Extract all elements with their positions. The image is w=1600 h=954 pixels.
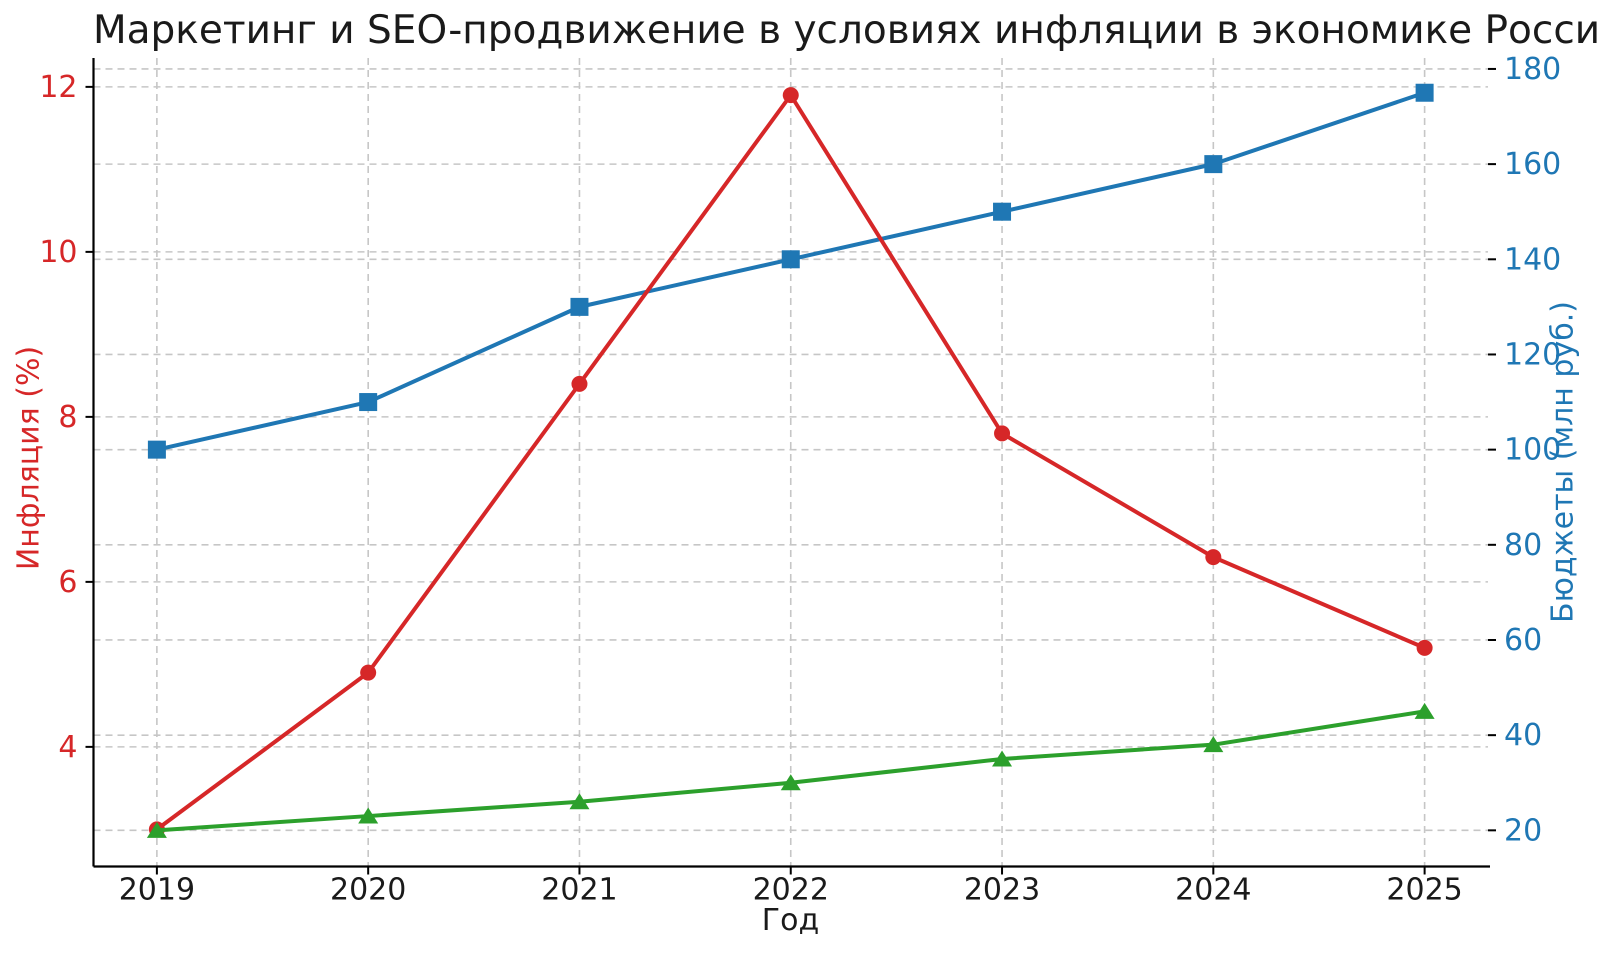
left-tick-label-10: 10 — [39, 235, 77, 270]
marker-budgets-2022 — [781, 250, 800, 269]
x-tick-label-2023: 2023 — [964, 873, 1040, 908]
marker-budgets-2020 — [359, 393, 378, 412]
marker-budgets-2019 — [147, 440, 166, 459]
x-tick-label-2019: 2019 — [119, 873, 195, 908]
left-y-axis-label: Инфляция (%) — [11, 345, 47, 571]
marker-budgets-2023 — [993, 202, 1012, 221]
x-tick-label-2024: 2024 — [1175, 873, 1251, 908]
right-tick-label-60: 60 — [1504, 623, 1542, 658]
marker-green-series-2022 — [780, 774, 801, 791]
marker-green-series-2019 — [146, 821, 167, 838]
marker-inflation-2020 — [360, 664, 377, 681]
x-tick-label-2021: 2021 — [541, 873, 617, 908]
left-tick-label-6: 6 — [58, 565, 77, 600]
right-tick-label-80: 80 — [1504, 528, 1542, 563]
marker-inflation-2023 — [994, 425, 1011, 442]
marker-budgets-2021 — [570, 297, 589, 316]
marker-budgets-2025 — [1415, 83, 1434, 102]
right-tick-label-140: 140 — [1504, 242, 1561, 277]
right-tick-label-120: 120 — [1504, 337, 1561, 372]
marker-inflation-2021 — [571, 375, 588, 392]
marker-inflation-2024 — [1205, 549, 1222, 566]
left-tick-label-12: 12 — [39, 70, 77, 105]
marker-green-series-2025 — [1414, 702, 1435, 719]
right-tick-label-160: 160 — [1504, 147, 1561, 182]
left-tick-label-8: 8 — [58, 400, 77, 435]
marker-inflation-2022 — [782, 87, 799, 104]
x-axis-label: Год — [761, 903, 820, 938]
x-tick-label-2020: 2020 — [330, 873, 406, 908]
marker-green-series-2020 — [358, 807, 379, 824]
right-tick-label-40: 40 — [1504, 718, 1542, 753]
x-tick-label-2022: 2022 — [753, 873, 829, 908]
marker-green-series-2023 — [992, 750, 1013, 767]
marker-green-series-2024 — [1203, 736, 1224, 753]
chart-title: Маркетинг и SEO-продвижение в условиях и… — [93, 8, 1600, 53]
right-tick-label-20: 20 — [1504, 813, 1542, 848]
right-y-axis-label: Бюджеты (млн руб.) — [1545, 301, 1581, 623]
marker-budgets-2024 — [1204, 155, 1223, 174]
marker-inflation-2025 — [1416, 639, 1433, 656]
x-tick-label-2025: 2025 — [1386, 873, 1462, 908]
marker-green-series-2021 — [569, 793, 590, 810]
right-tick-label-100: 100 — [1504, 433, 1561, 468]
right-tick-label-180: 180 — [1504, 52, 1561, 87]
left-tick-label-4: 4 — [58, 730, 77, 765]
